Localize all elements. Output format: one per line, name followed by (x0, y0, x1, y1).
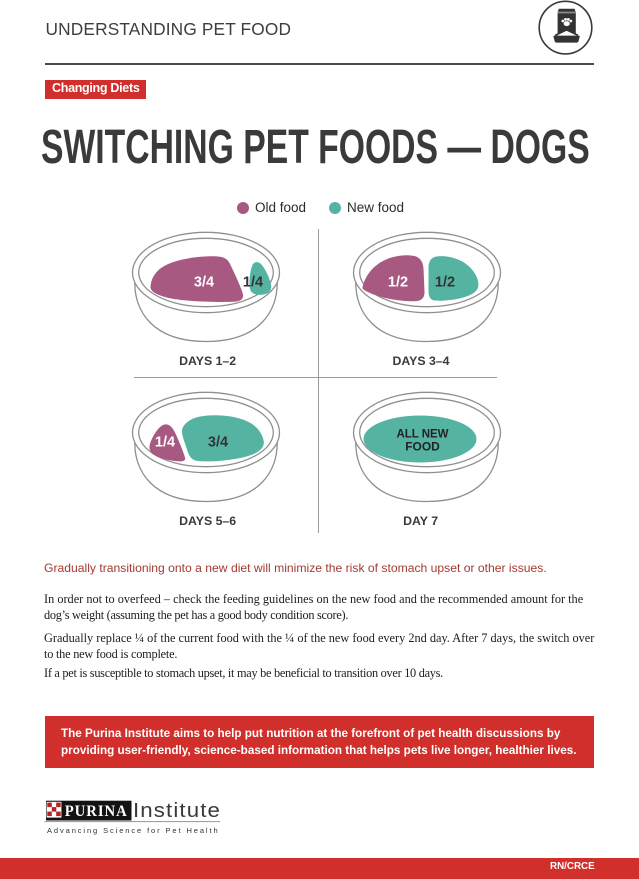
svg-text:1/2: 1/2 (388, 275, 408, 291)
svg-text:FOOD: FOOD (405, 440, 440, 454)
svg-text:PURINA: PURINA (65, 803, 128, 820)
svg-text:3/4: 3/4 (194, 275, 214, 291)
svg-text:1/4: 1/4 (243, 275, 263, 291)
svg-text:3/4: 3/4 (208, 435, 228, 451)
svg-text:Institute: Institute (133, 800, 221, 822)
svg-text:1/4: 1/4 (155, 435, 175, 451)
svg-text:1/2: 1/2 (435, 275, 455, 291)
svg-text:DAYS 5–6: DAYS 5–6 (179, 514, 236, 528)
svg-text:DAYS 1–2: DAYS 1–2 (179, 354, 236, 368)
svg-text:ALL NEW: ALL NEW (397, 426, 449, 440)
svg-text:DAYS 3–4: DAYS 3–4 (393, 354, 450, 368)
svg-text:DAY 7: DAY 7 (403, 514, 438, 528)
svg-text:Advancing Science for Pet Heal: Advancing Science for Pet Health (47, 826, 220, 835)
